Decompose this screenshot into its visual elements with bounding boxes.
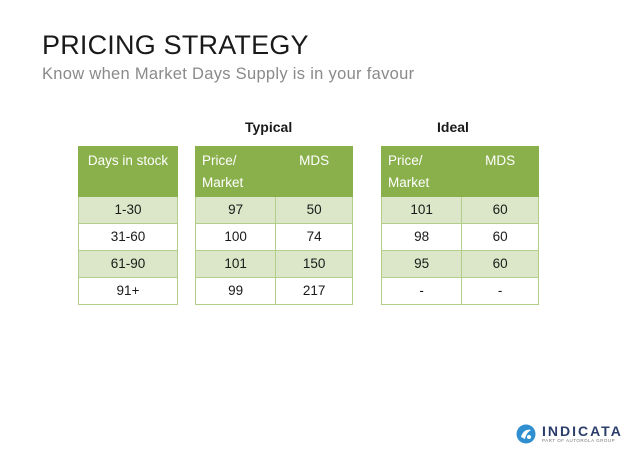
table-row: 99 217	[194, 277, 353, 305]
days-in-stock-header: Days in stock	[78, 146, 178, 197]
page-title: PRICING STRATEGY	[42, 30, 309, 60]
table-row: 95 60	[380, 250, 539, 278]
ideal-mds-cell: -	[461, 277, 539, 305]
table-row: - -	[380, 277, 539, 305]
ideal-mds-header: MDS	[461, 146, 539, 197]
ideal-mds-cell: 60	[461, 250, 539, 278]
typical-mds-header: MDS	[275, 146, 353, 197]
indicata-logo-icon	[516, 424, 536, 444]
days-cell: 61-90	[78, 250, 178, 278]
ideal-mds-cell: 60	[461, 196, 539, 224]
days-cell: 1-30	[78, 196, 178, 224]
page-subtitle: Know when Market Days Supply is in your …	[42, 65, 415, 83]
ideal-price-cell: 101	[380, 196, 463, 224]
days-cell: 91+	[78, 277, 178, 305]
typical-group-label: Typical	[245, 119, 293, 135]
ideal-mds-cell: 60	[461, 223, 539, 251]
table-row: 101 60	[380, 196, 539, 224]
ideal-price-cell: 95	[380, 250, 463, 278]
table-row: 97 50	[194, 196, 353, 224]
logo-name: INDICATA	[542, 423, 623, 439]
days-cell: 31-60	[78, 223, 178, 251]
indicata-logo: INDICATA PART OF AUTOROLA GROUP	[516, 424, 623, 444]
typical-price-header: Price/ Market	[194, 146, 277, 197]
ideal-table: Price/ Market MDS 101 60 98 60 95 60 - -	[380, 146, 539, 305]
typical-price-cell: 99	[194, 277, 277, 305]
logo-tagline: PART OF AUTOROLA GROUP	[542, 438, 616, 443]
typical-price-cell: 100	[194, 223, 277, 251]
table-row: 101 150	[194, 250, 353, 278]
ideal-price-cell: -	[380, 277, 463, 305]
table-row: 100 74	[194, 223, 353, 251]
typical-mds-cell: 50	[275, 196, 353, 224]
ideal-price-header: Price/ Market	[380, 146, 463, 197]
typical-table: Price/ Market MDS 97 50 100 74 101 150 9…	[194, 146, 353, 305]
ideal-price-cell: 98	[380, 223, 463, 251]
typical-mds-cell: 74	[275, 223, 353, 251]
typical-price-cell: 101	[194, 250, 277, 278]
typical-price-cell: 97	[194, 196, 277, 224]
table-row: 98 60	[380, 223, 539, 251]
ideal-group-label: Ideal	[437, 119, 469, 135]
typical-mds-cell: 150	[275, 250, 353, 278]
typical-mds-cell: 217	[275, 277, 353, 305]
days-in-stock-table: Days in stock 1-30 31-60 61-90 91+	[78, 146, 178, 305]
